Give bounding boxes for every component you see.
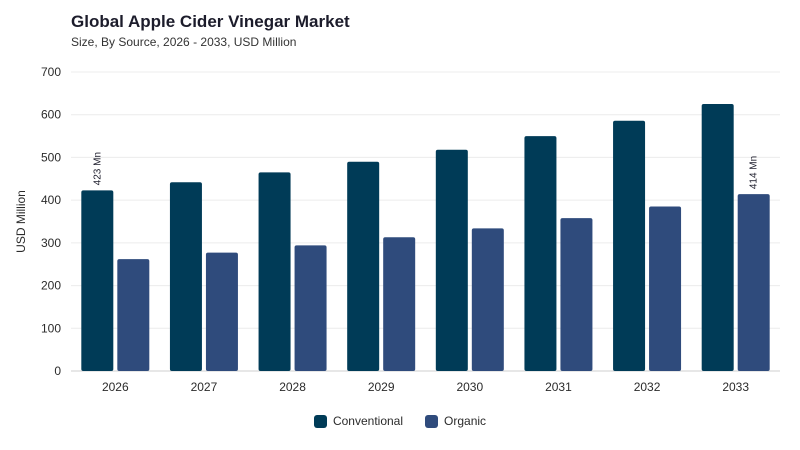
bar-conventional-2031: [524, 136, 557, 371]
x-tick-label-2032: 2032: [634, 380, 661, 394]
y-tick-label-700: 700: [41, 65, 61, 79]
legend-swatch-organic: [425, 414, 439, 428]
bar-conventional-2028: [258, 172, 291, 371]
bar-organic-2026: [117, 259, 150, 371]
data-label-conventional-2026: 423 Mn: [92, 152, 103, 185]
bar-conventional-2026: [81, 190, 114, 371]
bar-conventional-2027: [169, 182, 202, 371]
bar-organic-2033: [737, 194, 770, 371]
legend-item-organic[interactable]: Organic: [425, 414, 486, 428]
bar-organic-2031: [560, 218, 593, 371]
data-label-organic-2033: 414 Mn: [749, 156, 760, 189]
x-tick-label-2027: 2027: [191, 380, 218, 394]
bar-organic-2028: [294, 245, 327, 371]
y-axis-title: USD Million: [14, 190, 28, 253]
bar-conventional-2032: [613, 120, 646, 372]
x-tick-label-2031: 2031: [545, 380, 572, 394]
bar-organic-2027: [205, 252, 238, 371]
y-tick-label-0: 0: [54, 364, 61, 378]
bar-organic-2032: [649, 206, 682, 371]
y-tick-label-200: 200: [41, 279, 61, 293]
y-tick-label-400: 400: [41, 193, 61, 207]
y-tick-label-500: 500: [41, 150, 61, 164]
legend-label-conventional: Conventional: [332, 414, 404, 428]
legend-item-conventional[interactable]: Conventional: [313, 414, 404, 428]
bar-organic-2029: [383, 237, 416, 371]
x-tick-label-2028: 2028: [279, 380, 306, 394]
legend-label-organic: Organic: [444, 414, 487, 428]
bar-conventional-2030: [435, 149, 468, 371]
y-tick-label-300: 300: [41, 236, 61, 250]
legend: Conventional Organic: [0, 414, 800, 428]
legend-swatch-conventional: [313, 414, 327, 428]
x-tick-label-2029: 2029: [368, 380, 395, 394]
x-tick-label-2033: 2033: [722, 380, 749, 394]
bar-conventional-2029: [347, 161, 380, 371]
chart-subtitle: Size, By Source, 2026 - 2033, USD Millio…: [71, 35, 297, 49]
bar-organic-2030: [471, 228, 504, 371]
x-tick-label-2026: 2026: [102, 380, 129, 394]
chart-title: Global Apple Cider Vinegar Market: [71, 12, 350, 31]
y-tick-label-600: 600: [41, 108, 61, 122]
y-tick-label-100: 100: [41, 321, 61, 335]
bar-conventional-2033: [701, 104, 734, 372]
x-tick-label-2030: 2030: [456, 380, 483, 394]
